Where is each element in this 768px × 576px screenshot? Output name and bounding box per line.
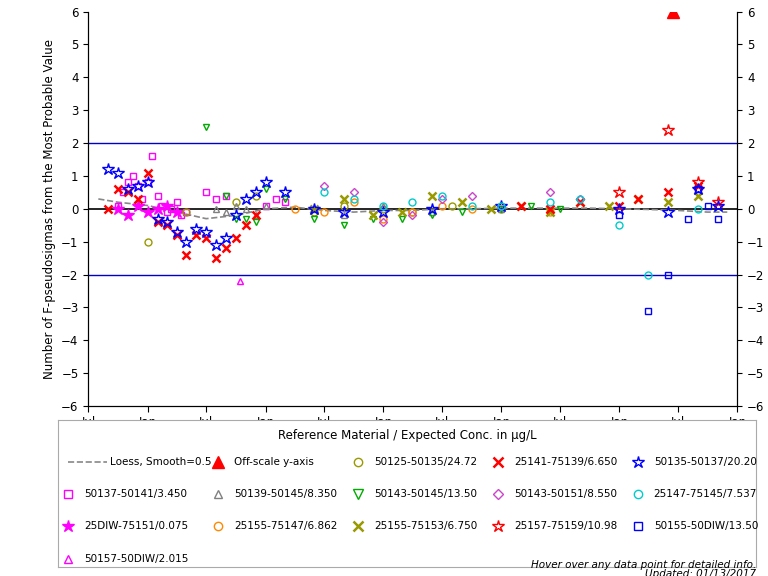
Text: Reference Material / Expected Conc. in μg/L: Reference Material / Expected Conc. in μ…: [278, 429, 536, 442]
Text: 25155-75147/6.862: 25155-75147/6.862: [234, 521, 338, 531]
Text: 50137-50141/3.450: 50137-50141/3.450: [84, 489, 187, 499]
Text: Off-scale y-axis: Off-scale y-axis: [234, 457, 314, 467]
Text: 50139-50145/8.350: 50139-50145/8.350: [234, 489, 337, 499]
Text: 50125-50135/24.72: 50125-50135/24.72: [374, 457, 478, 467]
Text: 25157-75159/10.98: 25157-75159/10.98: [514, 521, 617, 531]
Text: 50155-50DIW/13.50: 50155-50DIW/13.50: [654, 521, 758, 531]
Text: 50143-50145/13.50: 50143-50145/13.50: [374, 489, 477, 499]
Text: Loess, Smooth=0.5: Loess, Smooth=0.5: [110, 457, 211, 467]
Text: Hover over any data point for detailed info.: Hover over any data point for detailed i…: [531, 560, 756, 570]
X-axis label: Date Sample was Logged into Laboratory: Date Sample was Logged into Laboratory: [250, 453, 575, 467]
Text: 50157-50DIW/2.015: 50157-50DIW/2.015: [84, 554, 188, 563]
Text: 25147-75145/7.537: 25147-75145/7.537: [654, 489, 757, 499]
Text: Updated: 01/13/2017: Updated: 01/13/2017: [645, 569, 756, 576]
Y-axis label: Number of F-pseudosigmas from the Most Probable Value: Number of F-pseudosigmas from the Most P…: [43, 39, 55, 379]
Text: 25DIW-75151/0.075: 25DIW-75151/0.075: [84, 521, 188, 531]
Text: 25155-75153/6.750: 25155-75153/6.750: [374, 521, 478, 531]
Text: 50135-50137/20.20: 50135-50137/20.20: [654, 457, 756, 467]
Text: 25141-75139/6.650: 25141-75139/6.650: [514, 457, 617, 467]
Text: 50143-50151/8.550: 50143-50151/8.550: [514, 489, 617, 499]
